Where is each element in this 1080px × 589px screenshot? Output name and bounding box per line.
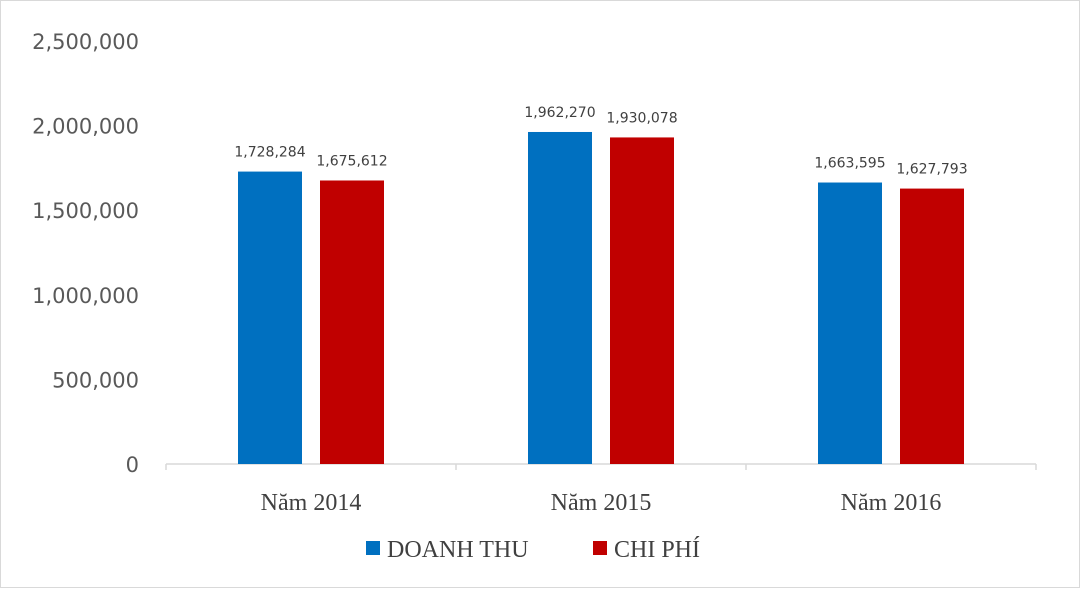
legend-label: DOANH THU	[387, 537, 529, 563]
y-tick-label: 2,500,000	[32, 30, 139, 54]
x-tick-label: Năm 2015	[551, 490, 652, 516]
data-label: 1,962,270	[524, 105, 595, 121]
data-label: 1,675,612	[316, 153, 387, 169]
legend-swatch	[366, 541, 380, 555]
x-tick-label: Năm 2014	[261, 490, 362, 516]
bar-chi-phí-1	[610, 137, 674, 465]
legend-label: CHI PHÍ	[614, 537, 700, 563]
data-label: 1,663,595	[814, 156, 885, 172]
data-label: 1,627,793	[896, 162, 967, 178]
y-tick-label: 500,000	[52, 368, 139, 392]
bar-chi-phí-2	[900, 188, 964, 464]
bar-doanh-thu-1	[528, 131, 592, 464]
bar-doanh-thu-0	[238, 171, 302, 464]
y-tick-label: 0	[126, 453, 139, 477]
x-tick-label: Năm 2016	[841, 490, 942, 516]
bar-doanh-thu-2	[818, 182, 882, 465]
y-tick-label: 1,000,000	[32, 284, 139, 308]
data-label: 1,930,078	[606, 110, 677, 126]
legend-swatch	[593, 541, 607, 555]
data-label: 1,728,284	[234, 145, 305, 161]
bar-chi-phí-0	[320, 180, 384, 464]
y-tick-label: 2,000,000	[32, 115, 139, 139]
y-tick-label: 1,500,000	[32, 199, 139, 223]
